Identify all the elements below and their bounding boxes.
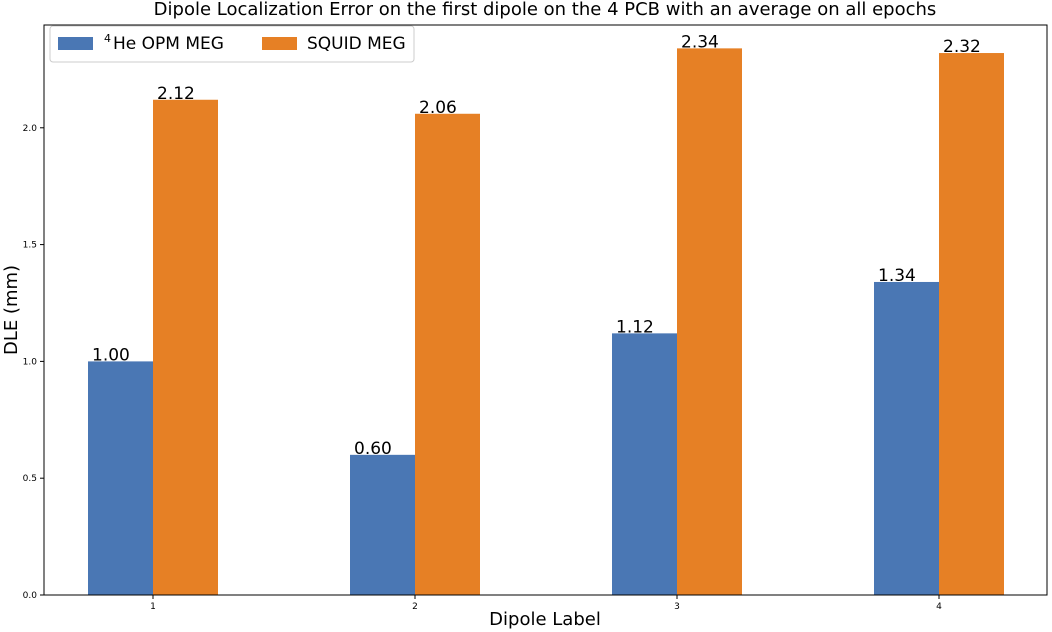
bar-opm-dipole-1 [88,361,153,595]
bar-squid-dipole-1 [153,99,218,596]
bar-squid-dipole-2 [415,113,480,595]
y-axis-label: DLE (mm) [1,265,22,355]
y-tick-label-0.5: 0.5 [23,474,37,484]
data-label-squid-dipole-1: 2.12 [157,84,195,104]
legend-label-squid: SQUID MEG [307,34,406,54]
legend-label-opm-text: He OPM MEG [113,34,224,54]
legend-swatch-squid [262,37,297,50]
bar-squid-dipole-4 [939,53,1004,596]
y-tick-label-2.0: 2.0 [23,124,38,134]
legend: 4 He OPM MEG SQUID MEG [49,25,415,63]
x-tick-label-2: 2 [412,602,418,612]
data-label-opm-dipole-3: 1.12 [616,317,654,337]
x-tick-label-1: 1 [150,602,156,612]
legend-box [49,25,415,63]
axes-frame [43,24,1048,596]
bar-opm-dipole-3 [612,333,677,595]
data-label-opm-dipole-2: 0.60 [354,439,392,459]
x-axis-label: Dipole Label [489,609,601,630]
chart-title: Dipole Localization Error on the first d… [154,0,937,20]
legend-swatch-opm [58,37,93,50]
legend-label-opm: 4 He OPM MEG [104,32,224,54]
bar-opm-dipole-2 [350,454,415,595]
data-label-squid-dipole-4: 2.32 [943,37,981,57]
bar-opm-dipole-4 [874,281,939,595]
x-tick-label-4: 4 [936,602,942,612]
data-label-squid-dipole-2: 2.06 [419,98,457,118]
plot-area: 1.00 2.12 1 0.60 2.06 2 1.12 2.34 3 1.34 2.32 4 0.0 0… [23,32,1004,612]
legend-label-opm-superscript: 4 [104,32,111,45]
y-tick-label-1.0: 1.0 [23,357,38,367]
data-label-opm-dipole-4: 1.34 [878,266,916,286]
x-tick-label-3: 3 [674,602,680,612]
bar-squid-dipole-3 [677,48,742,595]
data-label-opm-dipole-1: 1.00 [92,345,130,365]
data-label-squid-dipole-3: 2.34 [681,32,719,52]
y-tick-label-0.0: 0.0 [23,591,38,601]
y-tick-label-1.5: 1.5 [23,241,37,251]
